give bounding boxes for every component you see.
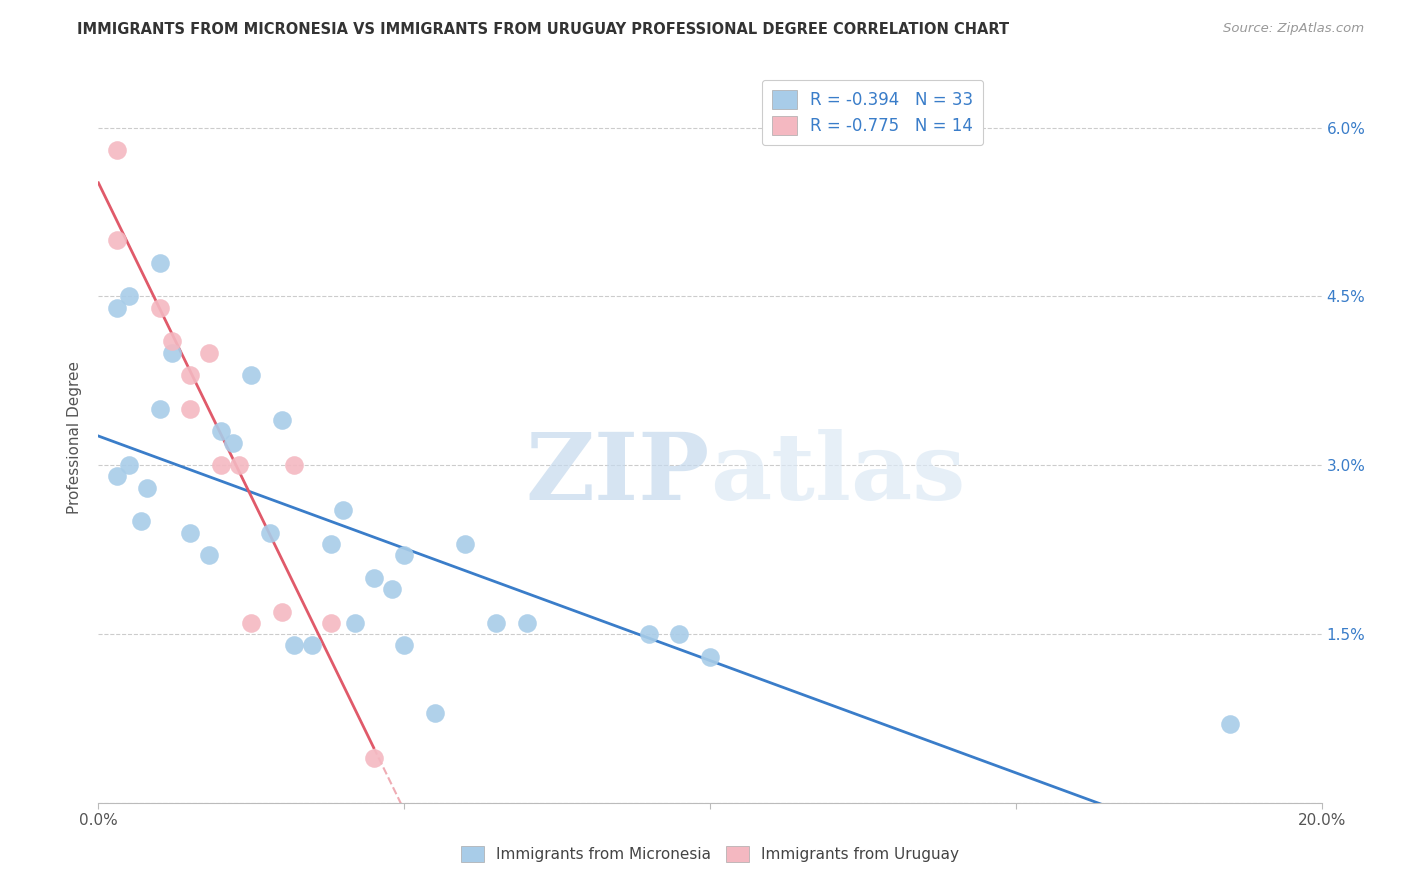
Point [136,481,159,495]
Point [283,458,305,473]
Point [423,706,446,720]
Point [222,435,245,450]
Point [699,649,721,664]
Point [105,469,128,483]
Point [118,289,141,303]
Point [392,548,416,562]
Point [516,615,538,630]
Point [160,345,183,359]
Point [179,401,201,416]
Text: IMMIGRANTS FROM MICRONESIA VS IMMIGRANTS FROM URUGUAY PROFESSIONAL DEGREE CORREL: IMMIGRANTS FROM MICRONESIA VS IMMIGRANTS… [77,22,1010,37]
Point [149,301,172,315]
Point [105,233,128,247]
Y-axis label: Professional Degree: Professional Degree [67,360,83,514]
Point [209,458,232,473]
Point [105,143,128,157]
Point [209,425,232,439]
Point [344,615,367,630]
Point [381,582,404,596]
Point [240,368,263,383]
Point [363,751,385,765]
Point [637,627,661,641]
Point [301,638,323,652]
Point [240,615,263,630]
Point [668,627,690,641]
Point [160,334,183,349]
Point [118,458,141,473]
Text: atlas: atlas [710,429,966,518]
Point [149,401,172,416]
Point [319,615,342,630]
Point [485,615,508,630]
Point [259,525,281,540]
Text: Source: ZipAtlas.com: Source: ZipAtlas.com [1223,22,1364,36]
Point [149,255,172,269]
Point [270,605,292,619]
Point [129,515,152,529]
Point [332,503,354,517]
Point [228,458,250,473]
Legend: Immigrants from Micronesia, Immigrants from Uruguay: Immigrants from Micronesia, Immigrants f… [454,840,966,868]
Text: ZIP: ZIP [526,429,710,518]
Point [392,638,416,652]
Point [179,525,201,540]
Point [1219,717,1241,731]
Point [454,537,477,551]
Point [179,368,201,383]
Point [105,301,128,315]
Point [197,345,219,359]
Point [283,638,305,652]
Point [270,413,292,427]
Point [363,571,385,585]
Point [197,548,219,562]
Point [319,537,342,551]
